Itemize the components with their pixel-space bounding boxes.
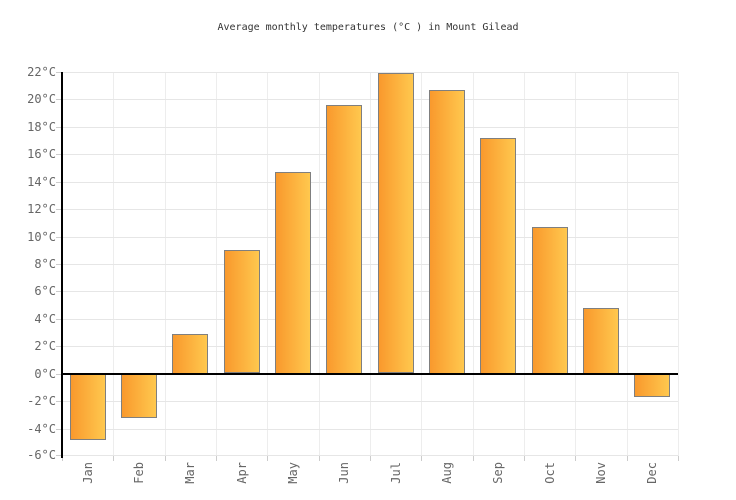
bar-jan[interactable] xyxy=(70,374,106,440)
x-gridline xyxy=(678,72,679,456)
y-axis-tick xyxy=(56,429,61,430)
x-axis-tick xyxy=(319,456,320,461)
bar-oct[interactable] xyxy=(532,227,568,374)
y-axis-label: 4°C xyxy=(34,312,56,326)
x-axis-label-feb: Feb xyxy=(132,462,146,484)
x-axis-tick xyxy=(267,456,268,461)
y-axis-label: 22°C xyxy=(27,65,56,79)
x-axis-label-jun: Jun xyxy=(337,462,351,484)
y-gridline xyxy=(62,429,678,430)
y-gridline xyxy=(62,154,678,155)
y-axis-tick xyxy=(56,127,61,128)
x-axis-tick xyxy=(216,456,217,461)
y-axis-tick xyxy=(56,264,61,265)
x-axis-tick xyxy=(524,456,525,461)
y-axis-tick xyxy=(56,455,61,456)
bar-apr[interactable] xyxy=(224,250,260,373)
y-axis-tick xyxy=(56,72,61,73)
y-axis-tick xyxy=(56,346,61,347)
x-axis-label-sep: Sep xyxy=(491,462,505,484)
y-axis-label: 0°C xyxy=(34,367,56,381)
y-axis-label: 10°C xyxy=(27,230,56,244)
y-axis-label: 12°C xyxy=(27,202,56,216)
y-axis-tick xyxy=(56,374,61,375)
plot-area xyxy=(61,72,679,458)
y-axis-tick xyxy=(56,182,61,183)
y-axis-tick xyxy=(56,154,61,155)
x-axis-tick xyxy=(575,456,576,461)
x-axis-label-jan: Jan xyxy=(81,462,95,484)
x-axis-tick xyxy=(113,456,114,461)
y-gridline xyxy=(62,99,678,100)
y-gridline xyxy=(62,346,678,347)
y-axis-tick xyxy=(56,401,61,402)
y-axis-tick xyxy=(56,209,61,210)
x-axis-label-jul: Jul xyxy=(389,462,403,484)
y-axis-tick xyxy=(56,99,61,100)
y-axis-label: -6°C xyxy=(27,448,56,462)
bar-may[interactable] xyxy=(275,172,311,374)
y-gridline xyxy=(62,401,678,402)
x-axis-label-aug: Aug xyxy=(440,462,454,484)
bar-dec[interactable] xyxy=(634,374,670,397)
x-axis-label-dec: Dec xyxy=(645,462,659,484)
bar-mar[interactable] xyxy=(172,334,208,374)
bar-aug[interactable] xyxy=(429,90,465,374)
x-axis-label-mar: Mar xyxy=(183,462,197,484)
x-axis-tick xyxy=(62,456,63,461)
y-axis-tick xyxy=(56,319,61,320)
y-gridline xyxy=(62,455,678,456)
zero-axis-line xyxy=(62,373,678,375)
bar-nov[interactable] xyxy=(583,308,619,374)
y-axis-label: 6°C xyxy=(34,284,56,298)
bar-jun[interactable] xyxy=(326,105,362,374)
x-axis-tick xyxy=(678,456,679,461)
x-axis-tick xyxy=(370,456,371,461)
y-axis-label: -2°C xyxy=(27,394,56,408)
y-gridline xyxy=(62,209,678,210)
y-axis-line xyxy=(61,72,63,458)
y-axis-tick xyxy=(56,291,61,292)
y-axis-label: 20°C xyxy=(27,92,56,106)
y-axis-label: 14°C xyxy=(27,175,56,189)
x-axis-tick xyxy=(421,456,422,461)
y-gridline xyxy=(62,127,678,128)
y-axis-label: -4°C xyxy=(27,422,56,436)
y-gridline xyxy=(62,237,678,238)
bar-feb[interactable] xyxy=(121,374,157,418)
x-axis-label-apr: Apr xyxy=(235,462,249,484)
x-axis-label-nov: Nov xyxy=(594,462,608,484)
chart-title: Average monthly temperatures (°C ) in Mo… xyxy=(217,22,519,33)
bar-sep[interactable] xyxy=(480,138,516,374)
x-axis-label-may: May xyxy=(286,462,300,484)
y-gridline xyxy=(62,72,678,73)
bar-jul[interactable] xyxy=(378,73,414,373)
y-axis-label: 18°C xyxy=(27,120,56,134)
y-axis-label: 16°C xyxy=(27,147,56,161)
x-axis-tick xyxy=(165,456,166,461)
y-axis-label: 2°C xyxy=(34,339,56,353)
y-gridline xyxy=(62,264,678,265)
y-gridline xyxy=(62,319,678,320)
x-axis-tick xyxy=(473,456,474,461)
y-gridline xyxy=(62,182,678,183)
x-axis-label-oct: Oct xyxy=(543,462,557,484)
y-axis-tick xyxy=(56,237,61,238)
y-axis-label: 8°C xyxy=(34,257,56,271)
x-axis-tick xyxy=(627,456,628,461)
y-gridline xyxy=(62,291,678,292)
